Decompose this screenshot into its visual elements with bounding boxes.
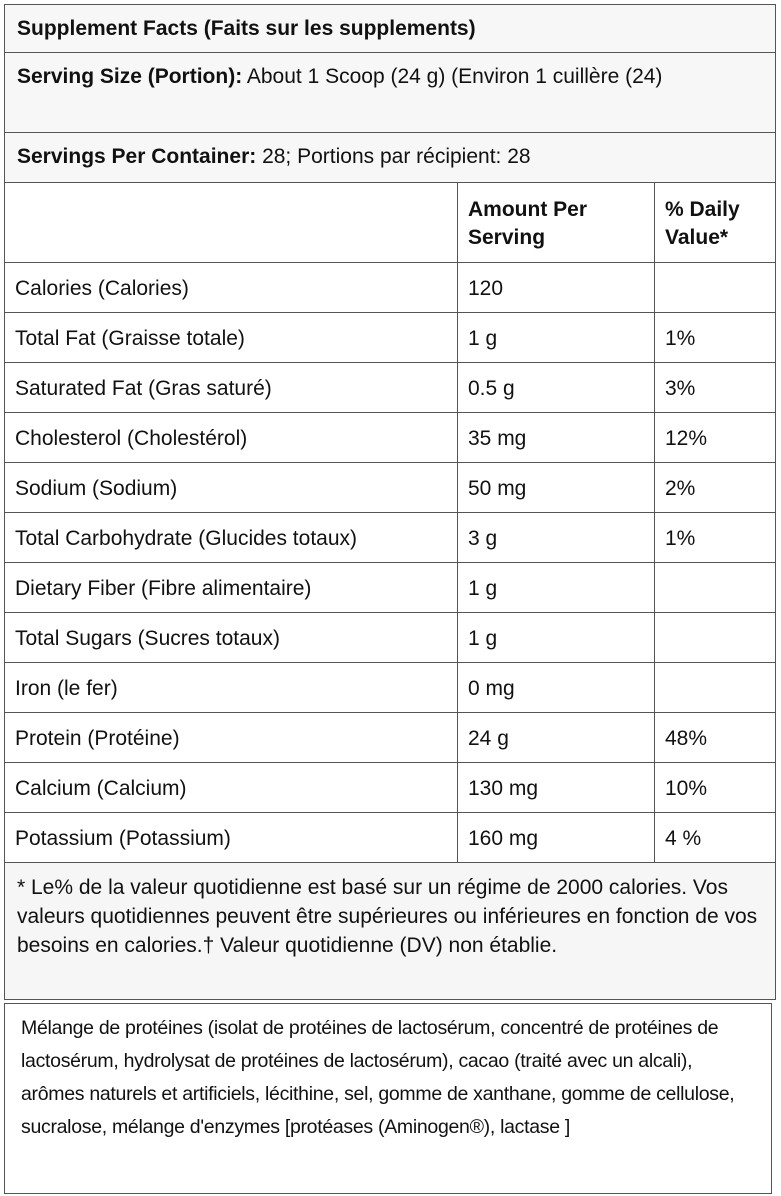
nutrient-name: Cholesterol (Cholestérol) (5, 413, 458, 462)
daily-value (655, 563, 775, 612)
amount-per-serving: 24 g (458, 713, 655, 762)
table-row: Total Fat (Graisse totale) 1 g 1% (5, 313, 775, 363)
amount-per-serving: 35 mg (458, 413, 655, 462)
ingredients-list: Mélange de protéines (isolat de protéine… (4, 1003, 772, 1194)
column-header-amount: Amount Per Serving (458, 183, 655, 262)
nutrient-name: Potassium (Potassium) (5, 813, 458, 862)
column-header-nutrient (5, 183, 458, 262)
amount-per-serving: 1 g (458, 563, 655, 612)
serving-size-label: Serving Size (Portion): (17, 65, 243, 88)
table-row: Potassium (Potassium) 160 mg 4 % (5, 813, 775, 863)
footnote: * Le% de la valeur quotidienne est basé … (5, 863, 775, 999)
daily-value (655, 263, 775, 312)
nutrient-name: Dietary Fiber (Fibre alimentaire) (5, 563, 458, 612)
table-row: Total Carbohydrate (Glucides totaux) 3 g 1… (5, 513, 775, 563)
daily-value: 1% (665, 527, 696, 550)
nutrient-name: Total Sugars (Sucres totaux) (5, 613, 458, 662)
table-row: Total Sugars (Sucres totaux) 1 g (5, 613, 775, 663)
daily-value: 1% (665, 327, 696, 350)
nutrient-name: Calcium (Calcium) (5, 763, 458, 812)
column-header-daily-value: % Daily Value* (665, 198, 740, 249)
amount-per-serving: 160 mg (458, 813, 655, 862)
table-row: Calories (Calories) 120 (5, 263, 775, 313)
table-row: Dietary Fiber (Fibre alimentaire) 1 g (5, 563, 775, 613)
column-header-row: Amount Per Serving % Daily Value* (5, 183, 775, 263)
table-row: Calcium (Calcium) 130 mg 10% (5, 763, 775, 813)
servings-per-container-value: 28; Portions par récipient: 28 (262, 145, 531, 168)
servings-per-container-label: Servings Per Container: (17, 145, 257, 168)
table-row: Saturated Fat (Gras saturé) 0.5 g 3% (5, 363, 775, 413)
daily-value: 2% (665, 477, 696, 500)
amount-per-serving: 130 mg (458, 763, 655, 812)
supplement-facts-table: Supplement Facts (Faits sur les suppleme… (4, 4, 776, 1000)
serving-size-row: Serving Size (Portion): About 1 Scoop (2… (5, 53, 775, 133)
nutrient-name: Sodium (Sodium) (5, 463, 458, 512)
table-row: Cholesterol (Cholestérol) 35 mg 12% (5, 413, 775, 463)
table-row: Sodium (Sodium) 50 mg 2% (5, 463, 775, 513)
table-row: Iron (le fer) 0 mg (5, 663, 775, 713)
nutrient-name: Iron (le fer) (5, 663, 458, 712)
daily-value (655, 663, 775, 712)
nutrient-name: Total Fat (Graisse totale) (5, 313, 458, 362)
nutrient-name: Total Carbohydrate (Glucides totaux) (5, 513, 458, 562)
daily-value: 10% (665, 777, 708, 800)
daily-value: 48% (665, 727, 708, 750)
amount-per-serving: 120 (458, 263, 655, 312)
serving-size-value: About 1 Scoop (24 g) (Environ 1 cuillère… (246, 65, 663, 88)
daily-value: 4 % (665, 827, 702, 850)
amount-per-serving: 1 g (458, 313, 655, 362)
amount-per-serving: 50 mg (458, 463, 655, 512)
daily-value: 3% (665, 377, 696, 400)
amount-per-serving: 1 g (458, 613, 655, 662)
amount-per-serving: 3 g (458, 513, 655, 562)
table-title: Supplement Facts (Faits sur les suppleme… (5, 5, 775, 53)
daily-value: 12% (665, 427, 708, 450)
nutrient-name: Saturated Fat (Gras saturé) (5, 363, 458, 412)
daily-value (655, 613, 775, 662)
table-row: Protein (Protéine) 24 g 48% (5, 713, 775, 763)
nutrient-name: Calories (Calories) (5, 263, 458, 312)
amount-per-serving: 0.5 g (458, 363, 655, 412)
nutrient-name: Protein (Protéine) (5, 713, 458, 762)
servings-per-container-row: Servings Per Container: 28; Portions par… (5, 133, 775, 183)
amount-per-serving: 0 mg (458, 663, 655, 712)
